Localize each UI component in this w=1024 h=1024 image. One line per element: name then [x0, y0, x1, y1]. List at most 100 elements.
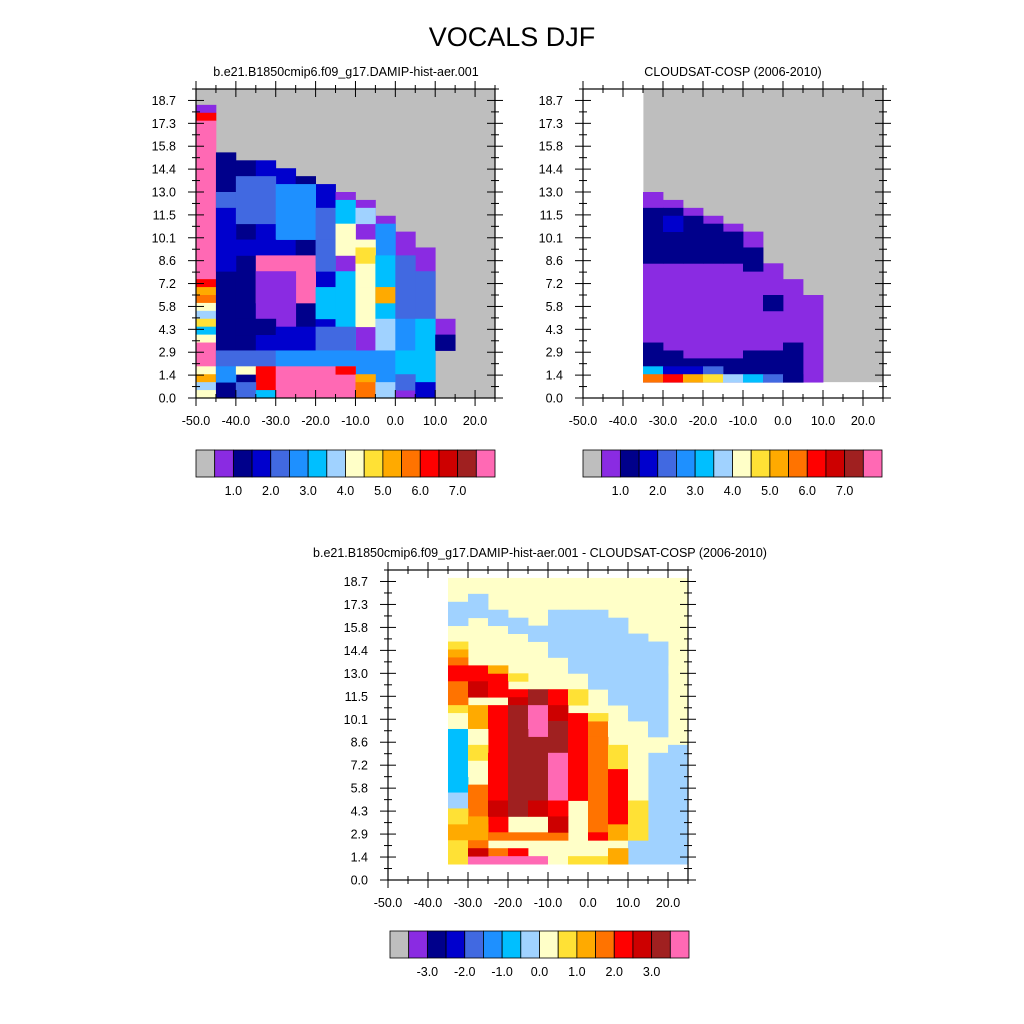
- y-tick-label: 18.7: [344, 575, 368, 589]
- x-tick-label: 20.0: [851, 414, 875, 428]
- colorbar-label: -3.0: [417, 965, 439, 979]
- colorbar-box: [539, 930, 559, 959]
- colorbar-box: [520, 930, 540, 959]
- x-tick-label: -40.0: [609, 414, 638, 428]
- y-tick-label: 10.1: [344, 713, 368, 727]
- heatmap-cell: [643, 374, 664, 383]
- y-tick-label: 15.8: [539, 140, 563, 154]
- y-tick-label: 2.9: [546, 346, 563, 360]
- heatmap-cell: [548, 800, 569, 817]
- heatmap-cell: [235, 176, 277, 225]
- x-tick-label: -40.0: [222, 414, 251, 428]
- colorbar-box: [806, 449, 827, 478]
- heatmap-cell: [548, 609, 569, 658]
- heatmap-cell: [196, 390, 217, 399]
- heatmap-cell: [508, 689, 529, 698]
- heatmap-cell: [315, 326, 356, 351]
- heatmap-cell: [783, 342, 804, 383]
- heatmap-cell: [508, 800, 529, 817]
- heatmap-cell: [608, 768, 629, 833]
- heatmap-cell: [355, 207, 376, 225]
- y-tick-label: 0.0: [159, 392, 176, 406]
- panel-diff: b.e21.B1850cmip6.f09_g17.DAMIP-hist-aer.…: [313, 546, 767, 979]
- heatmap-cell: [196, 279, 217, 288]
- colorbar-box: [438, 449, 459, 478]
- colorbar-label: 2.0: [649, 484, 666, 498]
- heatmap-cell: [235, 382, 257, 399]
- heatmap-cell: [528, 705, 549, 738]
- colorbar-box: [669, 930, 690, 959]
- y-tick-label: 13.0: [344, 667, 368, 681]
- colorbar-box: [769, 449, 789, 478]
- heatmap-cell: [588, 832, 609, 841]
- heatmap-cell: [355, 374, 376, 383]
- colorbar-box: [638, 449, 659, 478]
- heatmap-cell: [488, 673, 509, 682]
- colorbar-box: [251, 449, 272, 478]
- colorbar-box: [651, 930, 671, 959]
- colorbar-box: [483, 930, 503, 959]
- colorbar-box: [862, 449, 883, 478]
- heatmap-cell: [448, 681, 469, 706]
- heatmap-cell: [448, 840, 469, 865]
- heatmap-cell: [488, 752, 509, 833]
- heatmap-cell: [528, 625, 549, 642]
- panel-obs-heatmap: [583, 89, 884, 399]
- plot-frame: [195, 88, 496, 399]
- heatmap-cell: [196, 334, 217, 343]
- y-tick-label: 5.8: [351, 782, 368, 796]
- heatmap-cell: [448, 601, 469, 627]
- heatmap-cell: [315, 207, 336, 240]
- y-tick-label: 0.0: [546, 392, 563, 406]
- heatmap-cell: [568, 609, 589, 674]
- y-tick-label: 5.8: [159, 300, 176, 314]
- heatmap-cell: [395, 318, 416, 351]
- colorbar-box: [270, 449, 290, 478]
- heatmap-cell: [468, 593, 489, 619]
- heatmap-cell: [648, 649, 669, 666]
- panel-model-colorbar: 1.0 2.0 3.0 4.0 5.0 6.0 7.0: [195, 449, 496, 498]
- panel-model-axes: -50.0 -40.0 -30.0 -20.0 -10.0 0.0 10.0 20.0 0.0 1…: [152, 81, 503, 428]
- heatmap-cell: [668, 744, 689, 865]
- heatmap-cell: [588, 609, 609, 690]
- colorbar-box: [457, 449, 477, 478]
- y-tick-label: 10.1: [539, 231, 563, 245]
- colorbar-box: [195, 449, 216, 478]
- heatmap-cell: [608, 744, 629, 770]
- colorbar-box: [232, 449, 253, 478]
- heatmap-cell: [663, 366, 704, 375]
- heatmap-cell: [763, 374, 784, 383]
- colorbar-box: [363, 449, 384, 478]
- heatmap-cell: [448, 657, 469, 666]
- heatmap-cell: [468, 705, 489, 730]
- colorbar-box: [676, 449, 696, 478]
- heatmap-cell: [608, 824, 629, 841]
- y-tick-label: 8.6: [351, 736, 368, 750]
- colorbar-box: [557, 930, 578, 959]
- y-tick-label: 2.9: [159, 346, 176, 360]
- heatmap-cell: [468, 784, 489, 817]
- colorbar-box: [326, 449, 346, 478]
- colorbar-box: [382, 449, 402, 478]
- heatmap-cell: [743, 247, 764, 272]
- heatmap-cell: [643, 207, 664, 264]
- y-tick-label: 11.5: [345, 690, 368, 704]
- heatmap-cell: [648, 752, 669, 865]
- colorbar-label: 5.0: [761, 484, 778, 498]
- heatmap-cell: [508, 848, 529, 857]
- y-tick-label: 8.6: [159, 254, 176, 268]
- colorbar-box: [713, 449, 733, 478]
- colorbar-label: -1.0: [491, 965, 513, 979]
- colorbar-box: [619, 449, 640, 478]
- x-tick-label: -30.0: [454, 896, 483, 910]
- colorbar-box: [408, 930, 428, 959]
- heatmap-cell: [196, 112, 217, 122]
- colorbar-box: [844, 449, 864, 478]
- colorbar-box: [632, 930, 653, 959]
- heatmap-cell: [548, 848, 569, 865]
- y-tick-label: 2.9: [351, 828, 368, 842]
- heatmap-cell: [588, 721, 609, 738]
- colorbar-label: 5.0: [374, 484, 391, 498]
- colorbar-box: [464, 930, 484, 959]
- colorbar-label: 3.0: [686, 484, 703, 498]
